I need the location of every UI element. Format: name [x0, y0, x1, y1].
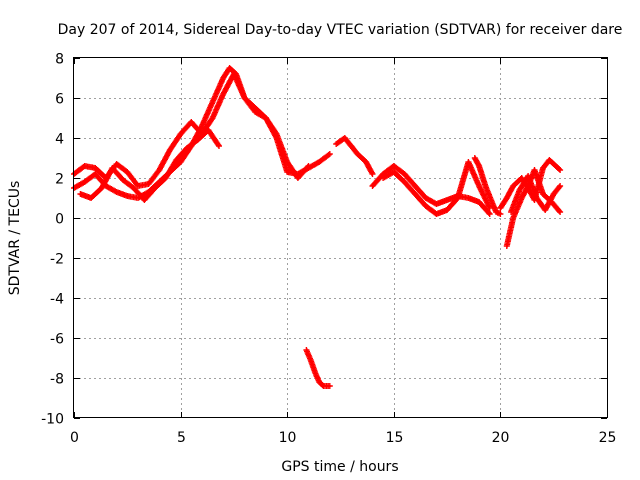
y-tick-label: -2 [50, 252, 64, 268]
data-series [71, 65, 564, 389]
data-point [215, 141, 222, 148]
x-tick-labels: 0 5 10 15 20 25 [70, 430, 616, 446]
data-point [216, 143, 222, 149]
data-point [325, 151, 332, 158]
y-tick-label: -6 [50, 332, 64, 348]
data-point [305, 163, 312, 169]
y-tick-label: -8 [50, 372, 64, 388]
x-tick-label: 5 [177, 430, 186, 446]
y-tick-labels: -10 -8 -6 -4 -2 0 2 4 6 8 [41, 52, 64, 428]
x-tick-label: 25 [599, 430, 617, 446]
y-tick-label: 8 [55, 52, 64, 68]
series-trace-j [508, 173, 564, 215]
data-point [485, 209, 492, 216]
y-tick-label: 2 [55, 172, 64, 188]
y-axis-title: SDTVAR / TECUs [7, 181, 23, 296]
x-axis-title: GPS time / hours [281, 459, 398, 475]
y-tick-label: -10 [41, 412, 64, 428]
grid-lines [74, 58, 607, 418]
data-point [556, 207, 563, 214]
data-point [557, 167, 564, 173]
series-trace-k [303, 347, 333, 389]
x-tick-label: 10 [279, 430, 297, 446]
chart-title: Day 207 of 2014, Sidereal Day-to-day VTE… [58, 22, 623, 38]
x-tick-label: 15 [386, 430, 404, 446]
x-tick-label: 0 [70, 430, 79, 446]
data-point [497, 211, 504, 217]
series-trace-c [77, 127, 222, 203]
axis-ticks [74, 58, 608, 419]
x-tick-label: 20 [492, 430, 510, 446]
plot-frame [73, 57, 608, 418]
y-tick-label: 6 [55, 92, 64, 108]
y-tick-label: -4 [50, 292, 64, 308]
data-point [326, 151, 333, 157]
series-trace-f [380, 159, 493, 217]
series-trace-g [471, 155, 504, 217]
y-tick-label: 4 [55, 132, 64, 148]
data-point [557, 209, 564, 215]
data-point [486, 211, 493, 217]
y-tick-label: 0 [55, 212, 64, 228]
data-point [369, 171, 376, 177]
data-point [326, 383, 333, 389]
series-trace-d [333, 135, 376, 177]
data-point [557, 183, 564, 189]
data-point [556, 166, 562, 172]
data-point [304, 164, 311, 171]
series-trace-b [71, 71, 312, 189]
data-point [556, 184, 563, 191]
